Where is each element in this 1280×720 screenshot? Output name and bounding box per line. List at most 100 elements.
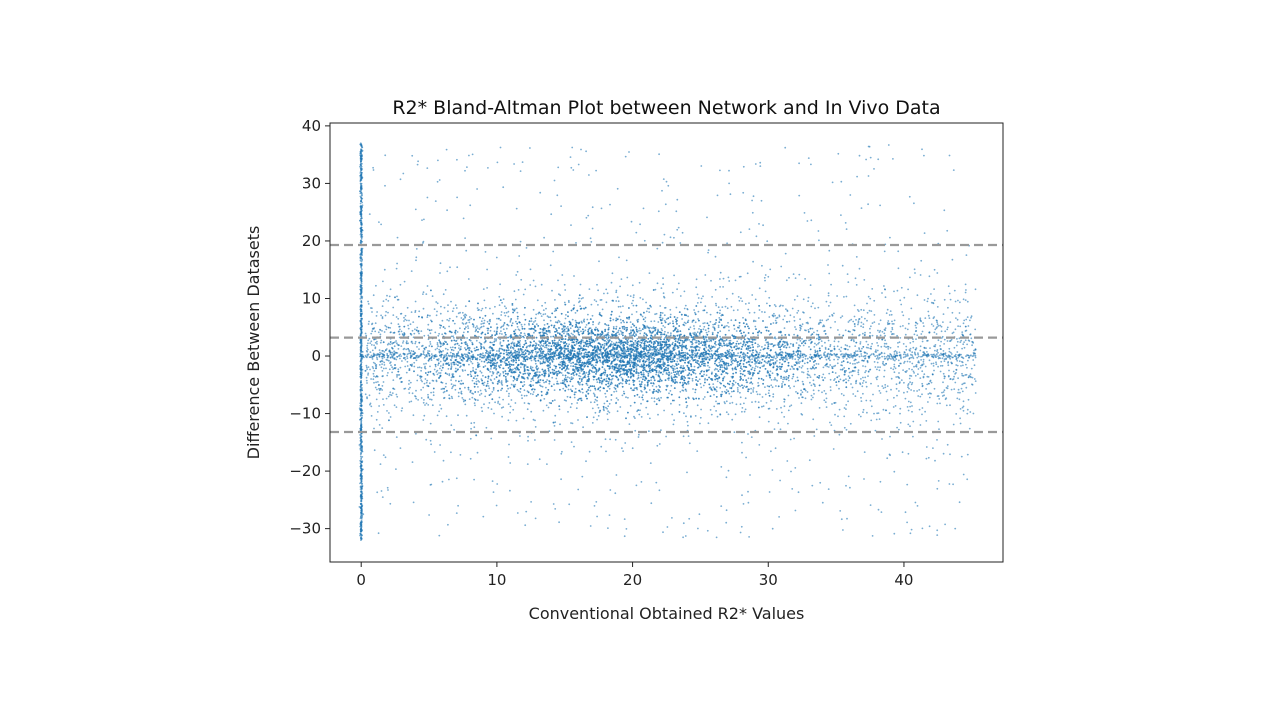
scatter-point — [359, 455, 362, 458]
scatter-point — [954, 353, 957, 356]
scatter-point — [702, 355, 705, 357]
scatter-point — [360, 413, 363, 415]
scatter-point — [360, 188, 363, 191]
scatter-point — [716, 380, 719, 383]
scatter-point — [459, 357, 461, 360]
scatter-point — [422, 353, 425, 356]
scatter-point — [567, 311, 569, 313]
scatter-point — [359, 462, 362, 465]
scatter-point — [609, 373, 612, 376]
scatter-point — [568, 361, 571, 364]
scatter-point — [837, 358, 839, 361]
scatter-point — [360, 252, 363, 255]
scatter-point — [477, 302, 479, 305]
scatter-point — [673, 387, 676, 389]
scatter-point — [878, 356, 881, 359]
scatter-point — [550, 335, 552, 338]
scatter-point — [555, 358, 558, 360]
scatter-point — [360, 145, 363, 148]
scatter-point — [948, 356, 951, 359]
scatter-point — [361, 172, 363, 174]
scatter-point — [360, 426, 362, 429]
scatter-point — [849, 354, 851, 357]
scatter-point — [965, 355, 967, 358]
scatter-point — [360, 308, 363, 311]
scatter-point — [596, 351, 599, 354]
scatter-point — [360, 238, 363, 240]
scatter-point — [360, 488, 363, 491]
scatter-point — [361, 477, 363, 479]
scatter-point — [916, 356, 919, 359]
scatter-point — [611, 371, 613, 374]
scatter-point — [360, 224, 363, 227]
scatter-point — [906, 353, 909, 356]
scatter-point — [361, 505, 363, 508]
scatter-point — [455, 356, 458, 359]
scatter-point — [589, 318, 592, 320]
scatter-point — [359, 465, 362, 468]
scatter-point — [948, 355, 951, 357]
scatter-point — [757, 334, 759, 337]
scatter-point — [893, 353, 896, 355]
scatter-point — [678, 356, 681, 358]
scatter-point — [361, 192, 363, 195]
scatter-point — [360, 451, 362, 454]
scatter-point — [652, 392, 654, 394]
scatter-point — [547, 389, 550, 391]
scatter-point — [726, 325, 728, 327]
scatter-point — [360, 268, 363, 271]
scatter-point — [583, 344, 585, 347]
scatter-point — [361, 485, 364, 487]
scatter-point — [360, 514, 363, 517]
scatter-point — [594, 367, 597, 369]
scatter-point — [400, 355, 402, 357]
scatter-point — [441, 366, 444, 369]
scatter-point — [359, 210, 362, 213]
scatter-point — [579, 375, 582, 378]
scatter-point — [662, 346, 665, 349]
scatter-point — [360, 165, 363, 168]
scatter-point — [359, 159, 362, 162]
scatter-point — [751, 361, 753, 364]
scatter-point — [553, 326, 555, 329]
scatter-point — [726, 307, 729, 310]
scatter-point — [360, 400, 363, 403]
scatter-point — [617, 329, 620, 332]
scatter-point — [747, 377, 750, 380]
scatter-point — [361, 357, 364, 360]
scatter-point — [656, 398, 658, 400]
scatter-point — [359, 227, 362, 230]
scatter-point — [359, 385, 362, 388]
scatter-point — [359, 364, 362, 367]
scatter-point — [698, 328, 700, 330]
scatter-point — [512, 379, 515, 382]
scatter-point — [934, 356, 937, 358]
scatter-point — [646, 341, 649, 344]
scatter-point — [818, 375, 821, 377]
scatter-point — [580, 342, 582, 345]
scatter-point — [723, 342, 725, 345]
scatter-point — [360, 313, 363, 315]
scatter-point — [722, 384, 725, 387]
scatter-point — [480, 320, 483, 323]
scatter-point — [512, 352, 514, 354]
scatter-point — [582, 328, 584, 331]
scatter-point — [360, 360, 363, 362]
scatter-point — [447, 354, 450, 357]
scatter-point — [359, 445, 362, 448]
scatter-point — [389, 341, 392, 343]
scatter-point — [360, 363, 363, 365]
scatter-point — [796, 392, 799, 395]
scatter-point — [756, 345, 759, 348]
scatter-point — [970, 354, 972, 357]
scatter-point — [386, 356, 389, 359]
scatter-point — [359, 259, 362, 262]
scatter-point — [802, 356, 805, 359]
scatter-point — [890, 358, 892, 360]
scatter-point — [808, 356, 811, 359]
scatter-point — [819, 354, 822, 356]
scatter-point — [360, 534, 363, 537]
scatter-point — [361, 416, 363, 419]
scatter-point — [361, 296, 364, 298]
scatter-point — [809, 360, 811, 362]
